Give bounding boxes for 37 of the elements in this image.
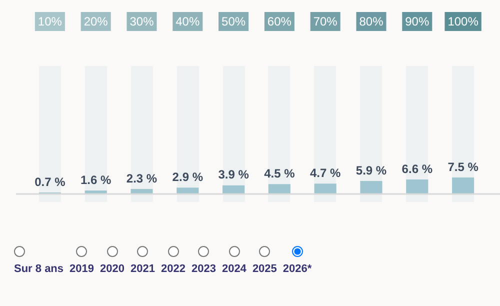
bar [452, 178, 474, 194]
text: 2022 [160, 263, 186, 275]
bar [314, 184, 336, 194]
data-label: 3.9 % [218, 168, 250, 182]
x-tick-label: 90% [405, 14, 430, 28]
text: 2021 [130, 263, 155, 275]
x-tick-label: 80% [359, 14, 384, 28]
data-label: 5.9 % [356, 163, 387, 178]
text: 2024 [222, 263, 246, 275]
text: 2026* [282, 263, 312, 275]
bar [268, 184, 290, 194]
data-label: 4.5 % [264, 166, 296, 180]
data-label: 0.7 % [34, 174, 66, 189]
x-tick-label: 10% [38, 14, 62, 28]
text: Sur 8 ans [14, 263, 64, 275]
data-label: 1.6 % [80, 172, 112, 187]
x-tick-label: 100% [448, 14, 479, 28]
x-tick-label: 30% [130, 14, 154, 28]
data-label: 2.3 % [126, 171, 158, 186]
text: 2023 [191, 263, 216, 275]
x-tick-label: 40% [176, 14, 200, 28]
text: 2020 [100, 263, 124, 275]
x-tick-label: 60% [267, 14, 292, 28]
bar [222, 185, 245, 194]
data-label: 6.6 % [402, 162, 433, 176]
bar [176, 188, 199, 194]
data-label: 4.7 % [310, 166, 342, 180]
bar [130, 188, 153, 194]
bar [406, 179, 428, 194]
x-tick-label: 20% [84, 14, 108, 28]
x-tick-label: 70% [313, 14, 338, 28]
text: 2019 [70, 263, 94, 275]
bar [360, 181, 382, 194]
text: 2025 [252, 263, 277, 275]
data-label: 2.9 % [172, 170, 204, 184]
data-label: 7.5 % [448, 160, 479, 174]
x-tick-label: 50% [222, 14, 246, 28]
